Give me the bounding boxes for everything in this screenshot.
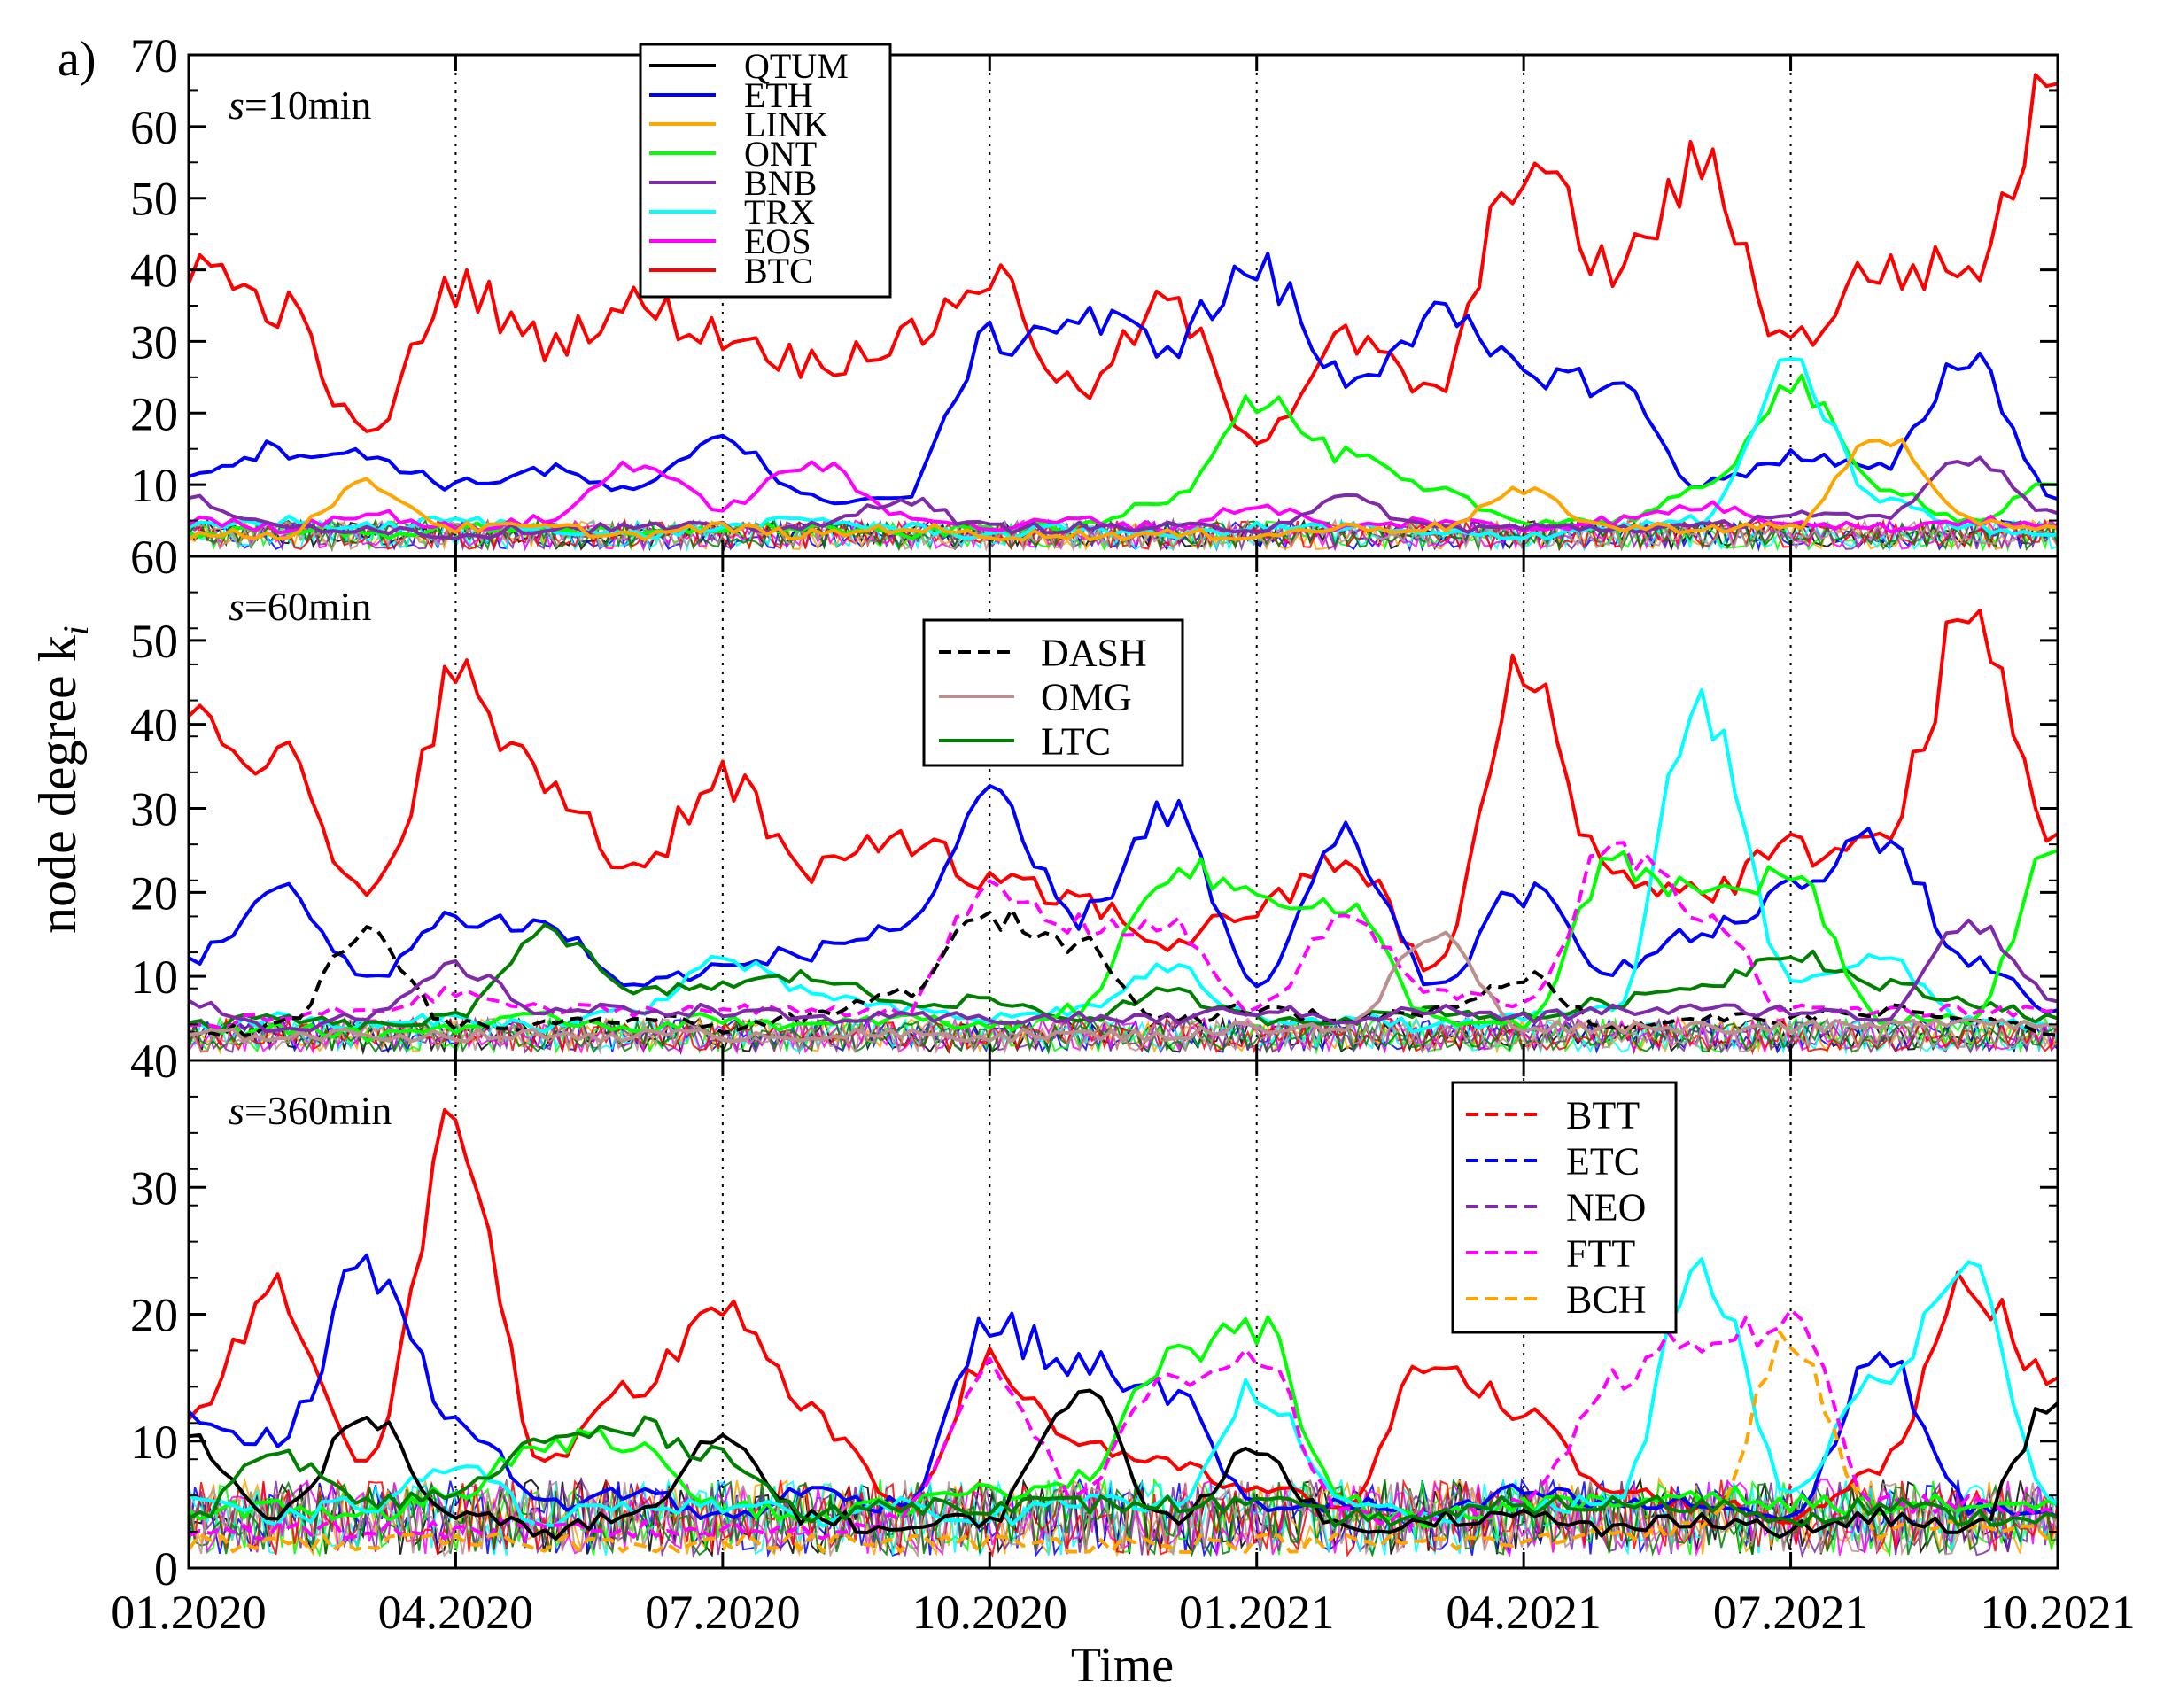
x-tick-label: 01.2021: [1179, 1586, 1335, 1639]
y-tick-label: 60: [130, 101, 178, 154]
x-tick-label: 04.2020: [378, 1586, 534, 1639]
y-tick-label: 30: [130, 783, 178, 836]
x-tick-label: 07.2021: [1713, 1586, 1869, 1639]
legend-label-trx: TRX: [744, 192, 815, 232]
y-tick-label: 50: [130, 173, 178, 226]
y-tick-label: 20: [130, 387, 178, 440]
series-line-link: [189, 438, 2058, 542]
series-line-eth: [189, 784, 2058, 1015]
background-trace: [189, 1476, 2058, 1558]
legend-label-btc: BTC: [744, 251, 813, 291]
y-tick-label: 70: [130, 29, 178, 82]
x-tick-label: 07.2020: [645, 1586, 801, 1639]
panel-frames: 70 60 50 40 30 20 10 s=10min 60 50 40 30 20 10 s=60min…: [111, 29, 2136, 1639]
series-line-omg: [189, 930, 2058, 1044]
panel-annotation: s=10min: [229, 82, 371, 128]
legend-label-ftt: FTT: [1566, 1231, 1635, 1275]
legend-label-bnb: BNB: [744, 163, 817, 203]
panel-annotation: s=360min: [229, 1088, 392, 1133]
series-line-trx: [189, 1257, 2058, 1528]
background-trace: [189, 1015, 2058, 1055]
series-line-eth: [189, 252, 2058, 506]
x-tick-label: 10.2021: [1980, 1586, 2136, 1639]
y-tick-label: 10: [130, 951, 178, 1004]
x-tick-label: 10.2020: [912, 1586, 1068, 1639]
y-tick-label: 10: [130, 459, 178, 512]
legend-label-dash: DASH: [1041, 631, 1147, 674]
panel-1-series: [189, 55, 2058, 556]
panel-label: a): [58, 32, 97, 87]
y-tick-label: 40: [130, 245, 178, 298]
x-axis-title: Time: [1071, 1638, 1174, 1693]
axes-labels: a) Time node degree ki: [28, 32, 1174, 1693]
legend-label-omg: OMG: [1041, 675, 1132, 718]
legend-box: [639, 43, 892, 299]
y-tick-label: 60: [130, 531, 178, 584]
series-line-ltc: [189, 922, 2058, 1034]
legend-label-ont: ONT: [744, 134, 817, 174]
plot-area: [189, 55, 2058, 1568]
series-line-ont: [189, 849, 2058, 1043]
legend-label-bch: BCH: [1566, 1277, 1646, 1321]
y-tick-label: 20: [130, 1289, 178, 1342]
legend-label-eos: EOS: [744, 221, 811, 261]
series-line-btc: [189, 609, 2058, 973]
series-line-ltc: [189, 1415, 2058, 1528]
legend-label-eth: ETH: [744, 75, 813, 115]
series-line-ont: [189, 373, 2058, 541]
y-axis-title-subscript: i: [56, 625, 96, 635]
y-tick-label: 30: [130, 1161, 178, 1215]
legend-label-btt: BTT: [1566, 1093, 1640, 1137]
y-axis-title-group: node degree ki: [28, 625, 96, 934]
y-tick-label: 30: [130, 315, 178, 369]
x-tick-label: 04.2021: [1446, 1586, 1602, 1639]
series-line-qtum: [189, 1388, 2058, 1541]
x-tick-label: 01.2020: [111, 1586, 267, 1639]
legend-label-link: LINK: [744, 105, 829, 144]
y-axis-title-text: node degree k: [28, 635, 87, 934]
legend-label-ltc: LTC: [1041, 719, 1111, 763]
panel-annotation: s=60min: [229, 584, 371, 629]
series-line-eos: [189, 460, 2058, 535]
panel-2-series: [189, 556, 2058, 1060]
y-tick-label: 50: [130, 615, 178, 668]
series-line-btc: [189, 73, 2058, 446]
background-trace: [189, 1476, 2058, 1557]
series-line-eth: [189, 1253, 2058, 1522]
y-tick-label: 20: [130, 866, 178, 920]
series-line-trx: [189, 357, 2058, 541]
legend-label-etc: ETC: [1566, 1139, 1640, 1183]
series-line-btc: [189, 1108, 2058, 1525]
y-tick-label: 40: [130, 699, 178, 752]
series-line-ont: [189, 1315, 2058, 1528]
series-line-bnb: [189, 918, 2058, 1034]
legend-label-neo: NEO: [1566, 1185, 1646, 1229]
y-axis-title: node degree ki: [28, 625, 96, 934]
series-line-bch: [189, 1330, 2058, 1554]
legend-label-qtum: QTUM: [744, 46, 849, 86]
y-tick-label: 40: [130, 1035, 178, 1088]
y-tick-label: 10: [130, 1416, 178, 1469]
series-line-ftt: [189, 1308, 2058, 1541]
y-tick-label: 0: [154, 1542, 178, 1595]
series-line-ftt: [189, 841, 2058, 1030]
panel-3-series: [189, 1060, 2058, 1568]
